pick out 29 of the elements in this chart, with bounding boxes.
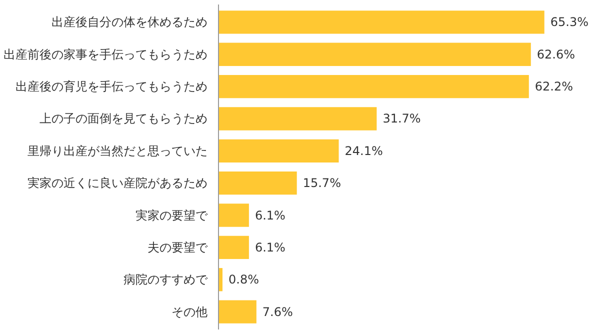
bar [218, 10, 544, 34]
bar [218, 204, 249, 227]
y-tick-label: 実家の近くに良い産院があるため [28, 176, 208, 190]
y-tick-label: 出産後の育児を手伝ってもらうため [16, 80, 208, 94]
data-label: 6.1% [254, 240, 286, 254]
bar [218, 236, 249, 260]
data-label: 15.7% [302, 176, 341, 190]
y-tick-label: 里帰り出産が当然だと思っていた [28, 144, 208, 158]
data-label: 62.6% [536, 47, 576, 62]
bar [218, 42, 531, 66]
bar [218, 107, 377, 130]
bar [218, 74, 529, 98]
data-label: 65.3% [550, 15, 588, 30]
y-tick-label: 病院のすすめで [124, 272, 208, 287]
bar [218, 300, 256, 324]
data-label: 31.7% [382, 112, 421, 126]
y-tick-label: 出産後自分の体を休めるため [52, 15, 208, 30]
data-label: 24.1% [344, 144, 383, 158]
y-tick-label: その他 [172, 304, 208, 319]
data-label: 0.8% [228, 272, 259, 287]
y-tick-label: 実家の要望で [136, 208, 208, 222]
data-label: 6.1% [254, 208, 286, 222]
data-label: 62.2% [534, 80, 574, 94]
bar [218, 172, 297, 195]
bar [218, 139, 339, 162]
y-tick-label: 上の子の面倒を見てもらうため [40, 112, 208, 126]
y-tick-label: 夫の要望で [148, 240, 208, 254]
y-tick-label: 出産前後の家事を手伝ってもらうため [4, 47, 208, 62]
data-label: 7.6% [262, 304, 293, 319]
